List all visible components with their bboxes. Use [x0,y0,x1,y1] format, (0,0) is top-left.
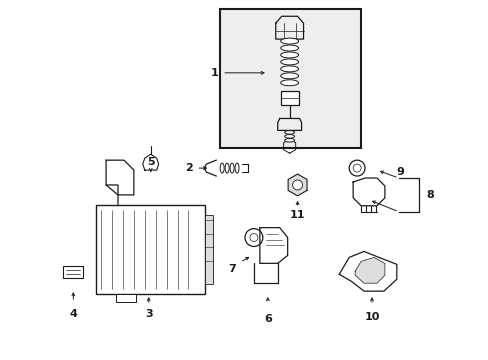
Circle shape [292,180,302,190]
Ellipse shape [280,59,298,65]
Polygon shape [204,160,216,176]
Polygon shape [106,160,134,195]
Polygon shape [287,174,306,196]
Bar [205,215,213,284]
Ellipse shape [284,139,294,142]
Polygon shape [142,154,158,170]
Text: 3: 3 [144,309,152,319]
Circle shape [249,234,257,242]
Polygon shape [259,228,287,264]
Ellipse shape [284,135,294,138]
Text: 1: 1 [210,68,218,78]
Bar [116,294,136,302]
Ellipse shape [280,38,298,44]
Bar [220,9,360,148]
Ellipse shape [235,163,239,173]
Text: 5: 5 [146,157,154,167]
Circle shape [352,164,360,172]
Polygon shape [354,257,384,283]
Text: 10: 10 [364,312,379,322]
Polygon shape [277,118,301,130]
Bar [96,205,205,294]
Text: 8: 8 [426,190,433,200]
Circle shape [244,229,263,247]
Bar [63,266,83,278]
Text: 4: 4 [69,309,77,319]
Ellipse shape [280,45,298,51]
Text: 11: 11 [289,210,305,220]
Ellipse shape [280,66,298,72]
Circle shape [348,160,365,176]
Text: 2: 2 [184,163,192,173]
Text: 9: 9 [396,167,404,177]
Text: 7: 7 [228,264,236,274]
Polygon shape [275,16,303,39]
Ellipse shape [280,52,298,58]
Ellipse shape [280,80,298,86]
Ellipse shape [230,163,234,173]
Polygon shape [283,139,295,153]
Ellipse shape [284,131,294,134]
Ellipse shape [280,73,298,79]
Polygon shape [352,178,384,206]
Ellipse shape [224,163,229,173]
Text: 6: 6 [264,314,271,324]
Bar [280,91,298,105]
Polygon shape [339,251,396,291]
Ellipse shape [220,163,224,173]
